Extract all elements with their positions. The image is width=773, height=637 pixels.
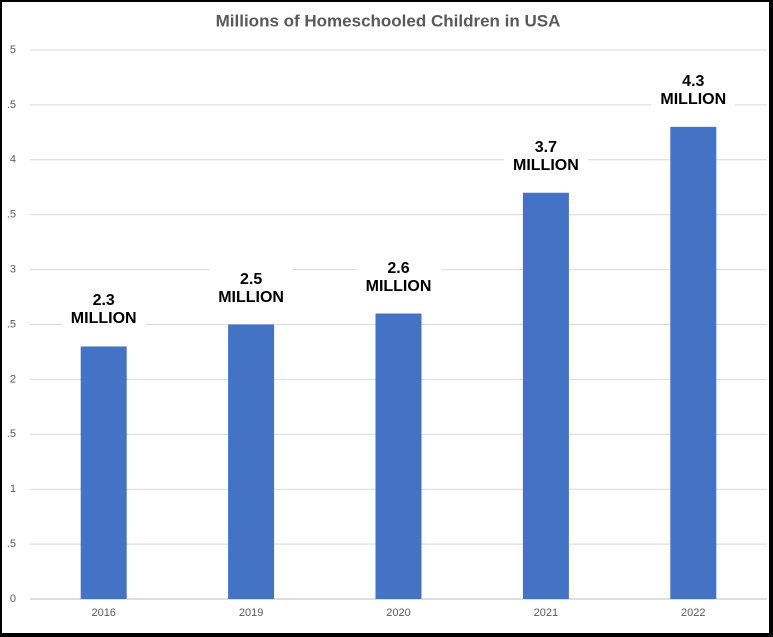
value-label: 2.6 MILLION	[356, 257, 441, 298]
y-tick-label: .5	[7, 318, 16, 330]
y-tick-label: 2	[10, 373, 16, 385]
y-tick-label: 1	[10, 483, 16, 495]
value-label: 2.5 MILLION	[209, 268, 294, 309]
bar	[80, 346, 127, 599]
y-tick-label: 0	[10, 593, 16, 605]
x-tick-label: 2021	[534, 607, 558, 619]
y-tick-label: 4	[10, 154, 16, 166]
x-tick-label: 2016	[91, 607, 115, 619]
value-label: 4.3 MILLION	[651, 70, 736, 111]
bar	[670, 126, 717, 600]
y-tick-label: 5	[10, 44, 16, 56]
y-tick-label: .5	[7, 538, 16, 550]
x-tick-label: 2019	[239, 607, 263, 619]
value-label: 2.3 MILLION	[61, 290, 146, 331]
value-label: 3.7 MILLION	[503, 136, 588, 177]
x-tick-label: 2022	[681, 607, 705, 619]
y-tick-label: .5	[7, 209, 16, 221]
bar	[522, 192, 569, 600]
x-tick-label: 2020	[386, 607, 410, 619]
bar	[228, 324, 275, 599]
y-tick-label: .5	[7, 99, 16, 111]
y-tick-label: 3	[10, 264, 16, 276]
y-tick-label: .5	[7, 428, 16, 440]
bar	[375, 313, 422, 599]
chart-title: Millions of Homeschooled Children in USA	[216, 11, 561, 30]
